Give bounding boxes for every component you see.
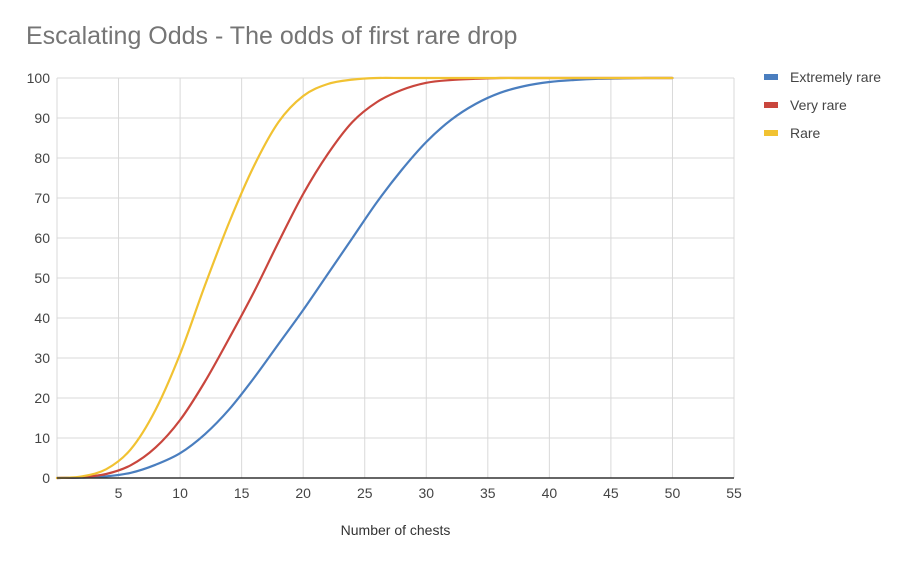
legend-label-rare: Rare <box>790 125 821 141</box>
x-tick-label: 10 <box>172 485 188 501</box>
legend-label-extremely-rare: Extremely rare <box>790 69 881 85</box>
y-tick-label: 0 <box>42 470 50 486</box>
x-tick-label: 35 <box>480 485 496 501</box>
grid <box>56 77 735 478</box>
y-tick-label: 50 <box>34 270 50 286</box>
legend-swatch-very-rare <box>764 102 778 108</box>
y-tick-label: 10 <box>34 430 50 446</box>
y-tick-label: 80 <box>34 150 50 166</box>
y-tick-label: 30 <box>34 350 50 366</box>
chart-title: Escalating Odds - The odds of first rare… <box>26 22 518 50</box>
y-tick-label: 70 <box>34 190 50 206</box>
legend-swatch-extremely-rare <box>764 74 778 80</box>
series-line-extremely-rare <box>55 76 674 480</box>
series-line-rare <box>55 76 674 480</box>
legend-swatch-rare <box>764 130 778 136</box>
x-tick-label: 25 <box>357 485 373 501</box>
y-tick-label: 90 <box>34 110 50 126</box>
y-tick-label: 60 <box>34 230 50 246</box>
x-tick-label: 55 <box>726 485 742 501</box>
legend: Extremely rare Very rare Rare <box>764 69 881 141</box>
x-tick-label: 45 <box>603 485 619 501</box>
y-axis-ticks: 0 10 20 30 40 50 60 70 80 90 100 <box>27 70 51 486</box>
y-tick-label: 100 <box>27 70 51 86</box>
x-tick-label: 20 <box>295 485 311 501</box>
x-tick-label: 40 <box>542 485 558 501</box>
x-axis-label: Number of chests <box>341 522 451 538</box>
x-tick-label: 15 <box>234 485 250 501</box>
x-tick-label: 30 <box>418 485 434 501</box>
y-tick-label: 40 <box>34 310 50 326</box>
legend-label-very-rare: Very rare <box>790 97 847 113</box>
x-axis-ticks: 5 10 15 20 25 30 35 40 45 50 55 <box>115 485 742 501</box>
x-tick-label: 50 <box>665 485 681 501</box>
y-tick-label: 20 <box>34 390 50 406</box>
series-lines <box>55 76 674 480</box>
x-tick-label: 5 <box>115 485 123 501</box>
